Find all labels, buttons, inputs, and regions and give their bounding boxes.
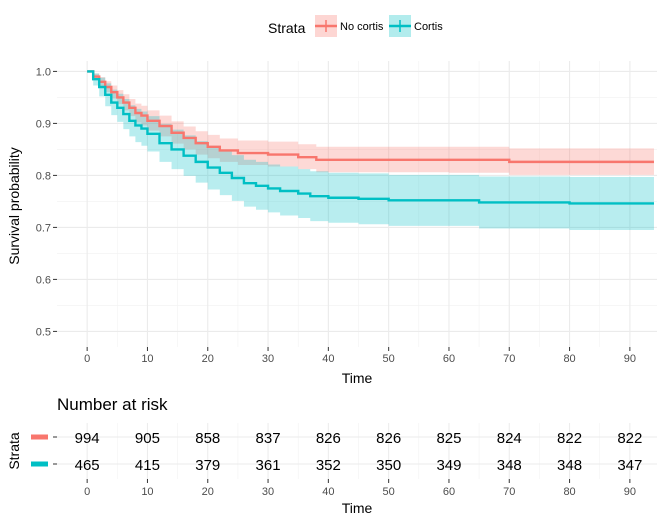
x-tick-label: 10 [141,353,153,365]
x-tick-label: 50 [383,353,395,365]
risk-table-value: 379 [195,457,220,474]
risk-table-value: 825 [436,430,461,447]
legend-label-no-cortis: No cortis [340,21,384,33]
risk-table: Number at risk 994 905 858 837 826 826 825 824 8… [6,395,657,516]
risk-table-value: 822 [557,430,582,447]
confidence-band-cortis [87,71,654,231]
risk-table-value: 348 [497,457,522,474]
legend-label-cortis: Cortis [414,21,443,33]
x-tick-label: 40 [322,353,334,365]
risk-table-value: 347 [617,457,642,474]
risk-table-title: Number at risk [57,395,168,414]
x-tick-label: 60 [443,353,455,365]
y-tick-label: 1.0 [36,66,51,78]
risk-table-value: 349 [436,457,461,474]
legend-item-no-cortis[interactable]: No cortis [315,15,384,37]
risk-table-x-tick-label: 90 [624,486,636,498]
legend: Strata No cortis Cortis [268,15,443,37]
risk-table-strata-key [31,461,48,467]
x-tick-label: 70 [503,353,515,365]
risk-table-value: 352 [316,457,341,474]
legend-title: Strata [268,20,306,36]
risk-table-x-tick-label: 50 [383,486,395,498]
survival-line-no-cortis [87,70,654,164]
x-tick-label: 30 [262,353,274,365]
risk-table-value: 465 [75,457,100,474]
confidence-band-no-cortis [87,71,654,175]
risk-table-x-tick-label: 20 [202,486,214,498]
risk-table-x-tick-label: 40 [322,486,334,498]
risk-table-value: 826 [376,430,401,447]
risk-table-x-tick-label: 30 [262,486,274,498]
x-tick-label: 20 [202,353,214,365]
risk-table-value: 348 [557,457,582,474]
y-axis: 0.5 0.6 0.7 0.8 0.9 1.0 [36,66,57,338]
risk-table-value: 361 [256,457,281,474]
y-tick-label: 0.8 [36,170,51,182]
x-axis: 0 10 20 30 40 50 60 70 80 90 [84,347,636,365]
confidence-bands [87,71,654,231]
risk-table-x-tick-label: 0 [84,486,90,498]
risk-table-value: 858 [195,430,220,447]
y-tick-label: 0.7 [36,222,51,234]
risk-table-y-title: Strata [6,432,22,470]
survival-curves [87,70,654,205]
risk-table-value: 994 [75,430,100,447]
x-tick-label: 80 [563,353,575,365]
risk-table-x-tick-label: 10 [141,486,153,498]
x-tick-label: 0 [84,353,90,365]
y-tick-label: 0.9 [36,118,51,130]
risk-table-x-tick-label: 80 [563,486,575,498]
risk-table-strata-key [31,434,48,440]
x-axis-title: Time [342,370,373,386]
survival-line-cortis [87,70,654,205]
risk-table-value: 350 [376,457,401,474]
risk-table-x-tick-label: 60 [443,486,455,498]
risk-table-value: 824 [497,430,522,447]
risk-table-value: 837 [256,430,281,447]
y-tick-label: 0.6 [36,274,51,286]
risk-table-x-title: Time [342,500,373,516]
risk-table-x-axis: 0 10 20 30 40 50 60 70 80 90 [84,479,636,498]
plot-grid [57,61,657,347]
risk-table-value: 826 [316,430,341,447]
risk-table-value: 905 [135,430,160,447]
risk-table-value: 822 [617,430,642,447]
y-axis-title: Survival probability [6,147,22,265]
risk-table-rows: 994 905 858 837 826 826 825 824 822 822 465 415 379 3… [31,430,642,474]
x-tick-label: 90 [624,353,636,365]
risk-table-grid [57,423,657,479]
legend-item-cortis[interactable]: Cortis [389,15,443,37]
risk-table-value: 415 [135,457,160,474]
y-tick-label: 0.5 [36,326,51,338]
risk-table-x-tick-label: 70 [503,486,515,498]
